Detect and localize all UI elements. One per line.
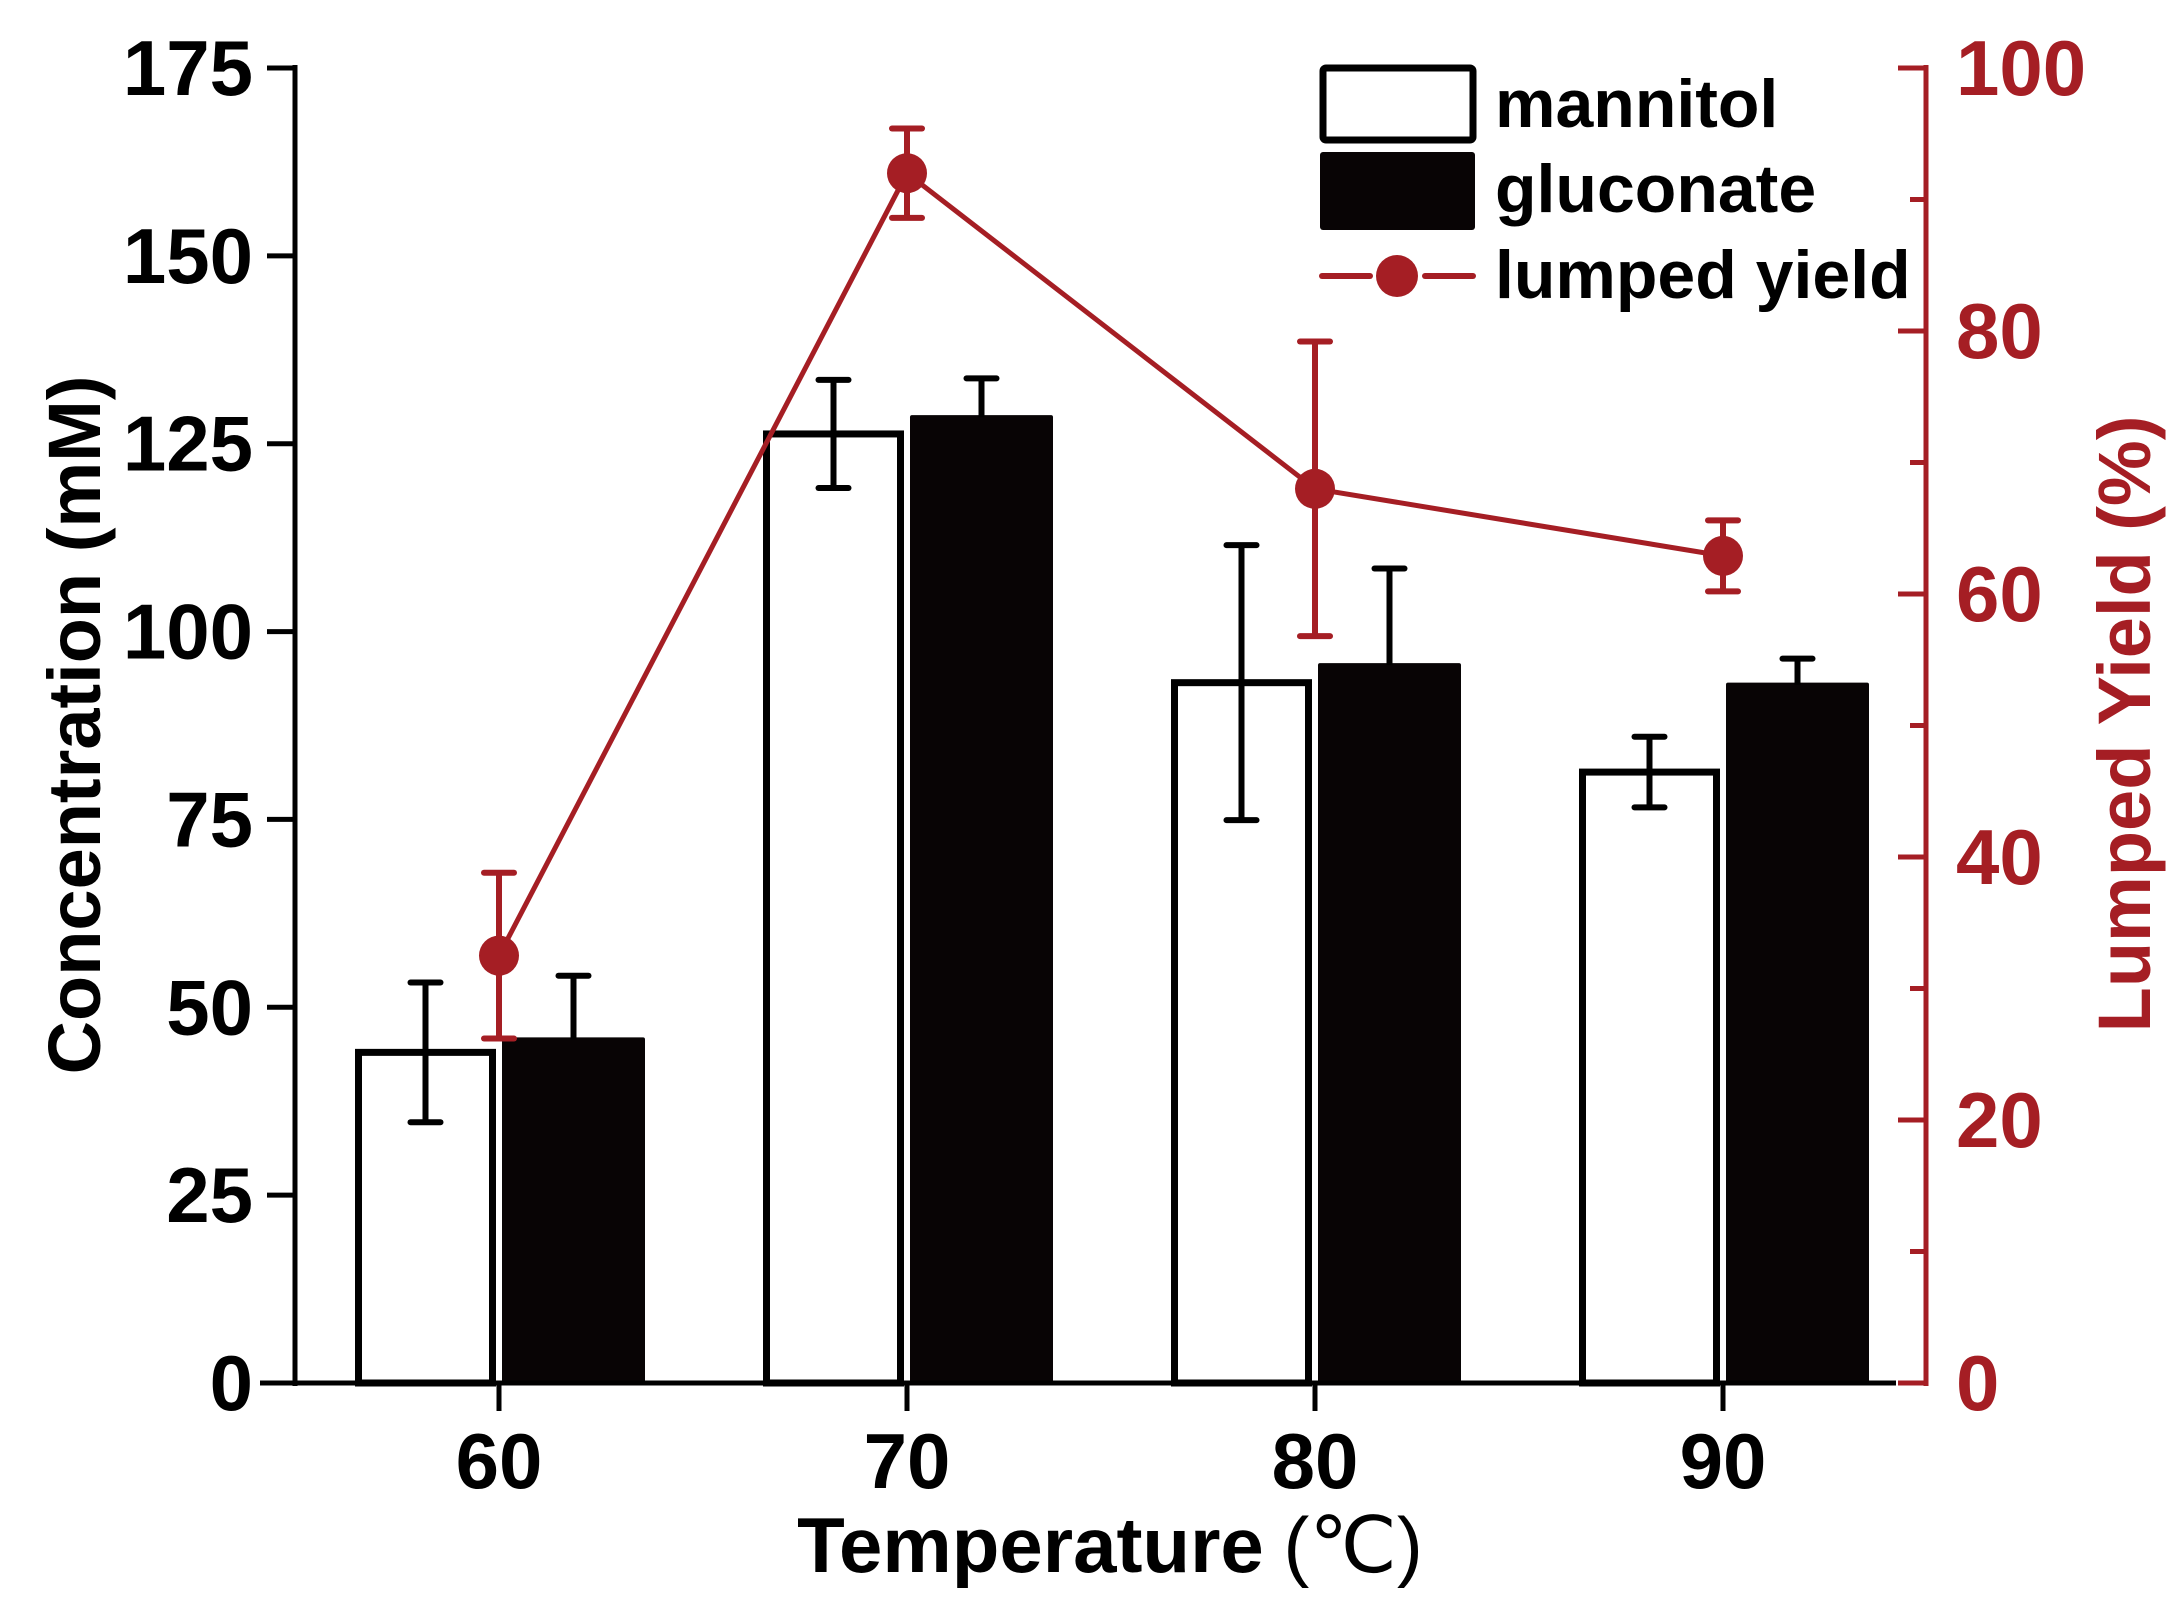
yield-line-layer [479,125,1743,1042]
bar-gluconate-70 [910,415,1053,1383]
y2-tick-label-80: 80 [1956,287,2043,375]
x-tick-label-80: 80 [1272,1417,1359,1505]
yield-point-60 [479,935,519,976]
bar-gluconate-60 [502,1037,645,1383]
y2-axis-title: Lumped Yield (%) [2083,416,2166,1033]
legend-yield-label: lumped yield [1495,237,1911,313]
legend: mannitol gluconate lumped yield [1319,64,1911,313]
legend-mannitol-swatch [1319,64,1477,144]
legend-gluconate-swatch [1320,152,1475,230]
bar-mannitol-70 [763,430,904,1387]
y2-tick-label-60: 60 [1956,550,2043,638]
x-tick-label-90: 90 [1680,1417,1767,1505]
bar-gluconate-90 [1726,682,1869,1383]
x-axis-title-text: Temperature [797,1501,1264,1589]
legend-gluconate-label: gluconate [1495,151,1816,227]
x-axis-title: Temperature (℃) [797,1501,1423,1589]
yield-point-90 [1703,535,1743,576]
y-axis-title: Concentration (mM) [33,376,116,1075]
bars-layer [355,415,1869,1387]
y-tick-label-150: 150 [123,212,253,300]
y-tick-label-125: 125 [123,400,253,488]
axes-layer: 0 25 50 75 100 125 150 175 0 20 40 60 80 100 60 70 80 90 [123,24,2086,1505]
y-tick-label-75: 75 [166,775,253,863]
x-axis-title-unit: (℃) [1283,1501,1423,1589]
legend-mannitol-label: mannitol [1495,66,1778,142]
bar-errors-layer [407,375,1816,1126]
x-tick-label-70: 70 [864,1417,951,1505]
y2-tick-label-20: 20 [1956,1076,2043,1164]
y-tick-label-50: 50 [166,963,253,1051]
yield-line-segment-80-90 [1314,486,1724,559]
y2-tick-label-0: 0 [1956,1339,1999,1427]
y2-tick-label-40: 40 [1956,813,2043,901]
yield-line-segment-60-70 [496,172,910,957]
bar-gluconate-80 [1318,663,1461,1383]
y2-tick-label-100: 100 [1956,24,2086,112]
yield-line-segment-70-80 [905,171,1317,491]
legend-yield-marker [1376,255,1418,297]
bar-mannitol-90 [1579,768,1720,1387]
y-tick-label-0: 0 [210,1339,253,1427]
yield-point-80 [1295,468,1335,509]
y-tick-label-25: 25 [166,1151,253,1239]
yield-point-70 [887,153,927,194]
x-tick-label-60: 60 [456,1417,543,1505]
y-tick-label-175: 175 [123,24,253,112]
y-tick-label-100: 100 [123,588,253,676]
